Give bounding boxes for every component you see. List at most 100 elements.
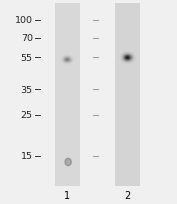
- Bar: [125, 59, 126, 60]
- Bar: [124, 60, 125, 61]
- Bar: [125, 57, 126, 58]
- Bar: [126, 59, 127, 60]
- Bar: [131, 63, 132, 64]
- Bar: [126, 61, 127, 62]
- Bar: [125, 58, 126, 59]
- Bar: [132, 59, 133, 60]
- Bar: [128, 53, 129, 54]
- Text: 1: 1: [64, 190, 70, 200]
- Bar: [122, 55, 123, 56]
- Bar: [122, 53, 123, 54]
- Bar: [135, 55, 136, 56]
- Bar: [128, 63, 129, 64]
- Bar: [126, 57, 127, 58]
- Bar: [123, 54, 124, 55]
- Bar: [121, 62, 122, 63]
- Bar: [135, 58, 136, 59]
- Bar: [135, 60, 136, 61]
- Bar: [126, 60, 127, 61]
- Bar: [129, 62, 130, 63]
- Bar: [127, 59, 128, 60]
- Bar: [127, 56, 128, 57]
- Bar: [129, 57, 130, 58]
- Bar: [125, 54, 126, 55]
- Bar: [129, 52, 130, 53]
- Bar: [130, 55, 131, 56]
- Bar: [122, 54, 123, 55]
- Bar: [131, 56, 132, 57]
- Bar: [129, 55, 130, 56]
- Text: 35: 35: [21, 85, 33, 94]
- Bar: [126, 64, 127, 65]
- Bar: [121, 53, 122, 54]
- Bar: [125, 53, 126, 54]
- Text: 70: 70: [21, 34, 33, 43]
- Bar: [133, 62, 134, 63]
- Bar: [124, 59, 125, 60]
- Text: 2: 2: [124, 190, 131, 200]
- Bar: [124, 63, 125, 64]
- Bar: [127, 60, 128, 61]
- Bar: [125, 55, 126, 56]
- Bar: [130, 61, 131, 62]
- Bar: [119, 57, 120, 58]
- Bar: [124, 57, 125, 58]
- Bar: [129, 56, 130, 57]
- Bar: [128, 54, 129, 55]
- Bar: [120, 56, 121, 57]
- Bar: [55, 4, 80, 186]
- Bar: [119, 56, 120, 57]
- Bar: [130, 59, 131, 60]
- Bar: [115, 4, 140, 186]
- Bar: [128, 58, 129, 59]
- Bar: [132, 60, 133, 61]
- Bar: [123, 56, 124, 57]
- Bar: [135, 56, 136, 57]
- Bar: [130, 58, 131, 59]
- Bar: [120, 54, 121, 55]
- Bar: [125, 63, 126, 64]
- Bar: [134, 54, 135, 55]
- Bar: [127, 61, 128, 62]
- Bar: [123, 57, 124, 58]
- Bar: [119, 60, 120, 61]
- Bar: [123, 52, 124, 53]
- Text: 25: 25: [21, 111, 33, 120]
- Bar: [128, 56, 129, 57]
- Bar: [125, 51, 126, 52]
- Bar: [130, 62, 131, 63]
- Bar: [122, 59, 123, 60]
- Bar: [127, 58, 128, 59]
- Bar: [132, 53, 133, 54]
- Bar: [121, 59, 122, 60]
- Bar: [134, 56, 135, 57]
- Bar: [133, 54, 134, 55]
- Bar: [133, 56, 134, 57]
- Bar: [132, 52, 133, 53]
- Bar: [133, 61, 134, 62]
- Bar: [128, 51, 129, 52]
- Bar: [133, 53, 134, 54]
- Bar: [120, 59, 121, 60]
- Bar: [124, 58, 125, 59]
- Bar: [126, 52, 127, 53]
- Bar: [132, 54, 133, 55]
- Bar: [121, 58, 122, 59]
- Bar: [127, 52, 128, 53]
- Bar: [132, 61, 133, 62]
- Bar: [128, 55, 129, 56]
- Bar: [129, 51, 130, 52]
- Bar: [130, 53, 131, 54]
- Bar: [126, 54, 127, 55]
- Bar: [129, 64, 130, 65]
- Bar: [125, 62, 126, 63]
- Text: 55: 55: [21, 54, 33, 63]
- Circle shape: [65, 159, 71, 166]
- Bar: [127, 53, 128, 54]
- Bar: [134, 60, 135, 61]
- Bar: [128, 57, 129, 58]
- Bar: [133, 60, 134, 61]
- Bar: [129, 59, 130, 60]
- Bar: [126, 63, 127, 64]
- Bar: [128, 61, 129, 62]
